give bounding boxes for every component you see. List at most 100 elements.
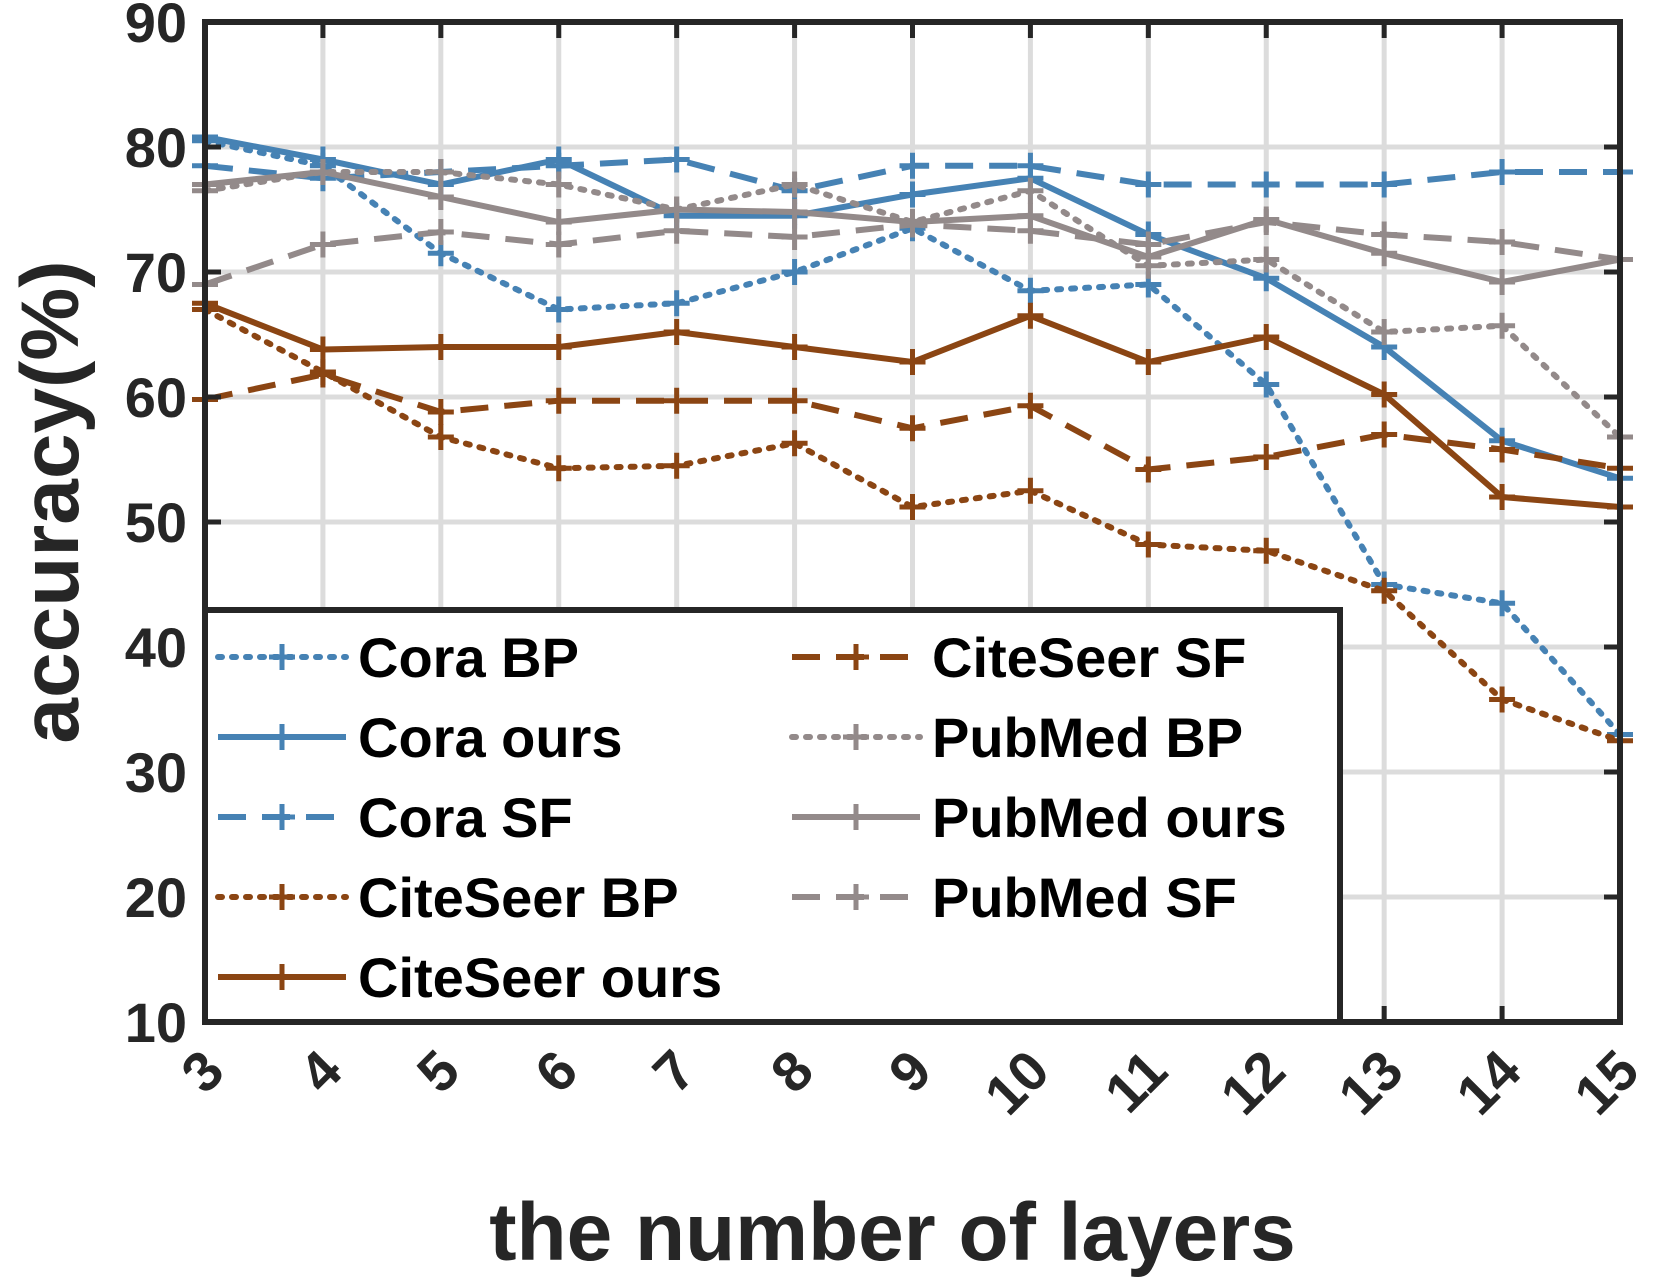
data-point bbox=[1017, 177, 1044, 204]
data-point bbox=[1017, 477, 1044, 504]
legend-swatch-marker bbox=[843, 724, 869, 750]
x-tick-label: 10 bbox=[972, 1038, 1061, 1127]
legend-label: Cora SF bbox=[358, 786, 573, 849]
y-tick-label: 80 bbox=[125, 116, 187, 179]
legend-entry: PubMed SF bbox=[792, 866, 1237, 929]
series bbox=[192, 361, 1633, 483]
legend-swatch-marker bbox=[269, 644, 295, 670]
legend-label: CiteSeer ours bbox=[358, 946, 722, 1009]
data-point bbox=[1253, 246, 1280, 273]
x-tick-label: 8 bbox=[758, 1038, 825, 1105]
data-point bbox=[545, 455, 572, 482]
data-point bbox=[663, 146, 690, 173]
data-point bbox=[1017, 217, 1044, 244]
data-point bbox=[545, 296, 572, 323]
data-point bbox=[899, 181, 926, 208]
data-point bbox=[1253, 209, 1280, 235]
legend-swatch-marker bbox=[269, 884, 295, 910]
plot-series bbox=[192, 124, 1633, 754]
y-tick-label: 10 bbox=[125, 991, 187, 1054]
legend-swatch-marker bbox=[269, 724, 295, 750]
legend-entry: CiteSeer BP bbox=[215, 866, 679, 929]
y-tick-label: 30 bbox=[125, 741, 187, 804]
legend-entry: Cora SF bbox=[218, 786, 573, 849]
x-tick-label: 4 bbox=[287, 1038, 354, 1105]
x-tick-label: 5 bbox=[405, 1038, 472, 1105]
x-tick-label: 7 bbox=[641, 1038, 708, 1105]
y-axis-title: accuracy(%) bbox=[5, 260, 96, 743]
legend-label: PubMed BP bbox=[932, 706, 1243, 769]
data-point bbox=[309, 361, 336, 388]
y-tick-label: 60 bbox=[125, 366, 187, 429]
y-tick-label: 50 bbox=[125, 491, 187, 554]
legend-box bbox=[202, 607, 1343, 1025]
data-point bbox=[1253, 371, 1280, 398]
x-axis-title: the number of layers bbox=[489, 1187, 1296, 1278]
data-point bbox=[309, 159, 336, 185]
legend-label: Cora BP bbox=[358, 626, 579, 689]
legend-entry: CiteSeer SF bbox=[792, 626, 1246, 689]
legend-label: PubMed ours bbox=[932, 786, 1287, 849]
data-point bbox=[1371, 421, 1398, 448]
data-point bbox=[309, 336, 336, 363]
data-point bbox=[1017, 152, 1044, 179]
data-point bbox=[1489, 229, 1516, 255]
data-point bbox=[1489, 686, 1516, 713]
data-point bbox=[781, 171, 808, 198]
data-point bbox=[1371, 171, 1398, 198]
data-point bbox=[899, 152, 926, 179]
series bbox=[192, 290, 1633, 520]
data-point bbox=[1371, 577, 1398, 604]
x-tick-labels: 3 4 5 6 7 8 9 10 11 12 13 14 15 bbox=[169, 1038, 1651, 1127]
data-point bbox=[1253, 537, 1280, 564]
data-point bbox=[899, 415, 926, 442]
x-tick-label: 9 bbox=[876, 1038, 943, 1105]
data-point bbox=[427, 159, 454, 185]
data-point bbox=[1253, 444, 1280, 470]
data-point bbox=[427, 184, 454, 210]
legend-swatch-marker bbox=[269, 964, 295, 990]
data-point bbox=[663, 217, 690, 244]
legend-entry: PubMed BP bbox=[789, 706, 1243, 769]
y-tick-label: 70 bbox=[125, 241, 187, 304]
data-point bbox=[781, 430, 808, 457]
x-tick-label: 6 bbox=[523, 1038, 590, 1105]
data-point bbox=[1017, 277, 1044, 304]
data-point bbox=[781, 199, 808, 225]
x-tick-label: 11 bbox=[1092, 1038, 1178, 1124]
data-point bbox=[781, 387, 808, 414]
data-point bbox=[1371, 381, 1398, 408]
x-tick-label: 12 bbox=[1208, 1038, 1297, 1127]
legend-entry: Cora BP bbox=[215, 626, 579, 689]
legend-swatch-marker bbox=[843, 644, 869, 670]
data-point bbox=[1017, 302, 1044, 329]
data-point bbox=[545, 387, 572, 414]
data-point bbox=[781, 224, 808, 250]
y-tick-labels: 10 20 30 40 50 60 70 80 90 bbox=[125, 0, 187, 1054]
data-point bbox=[1489, 590, 1516, 617]
data-point bbox=[663, 387, 690, 414]
data-point bbox=[545, 171, 572, 198]
y-tick-label: 20 bbox=[125, 866, 187, 929]
data-point bbox=[427, 399, 454, 425]
y-tick-label: 40 bbox=[125, 616, 187, 679]
legend-label: PubMed SF bbox=[932, 866, 1237, 929]
data-point bbox=[663, 452, 690, 479]
data-point bbox=[899, 494, 926, 520]
data-point bbox=[1371, 319, 1398, 345]
legend: Cora BP Cora ours Cora SF CiteSeer BP CiteSe… bbox=[202, 607, 1343, 1025]
data-point bbox=[1489, 312, 1516, 339]
data-point bbox=[1489, 159, 1516, 185]
data-point bbox=[899, 211, 926, 238]
data-point bbox=[545, 334, 572, 360]
legend-label: CiteSeer SF bbox=[932, 626, 1246, 689]
x-tick-label: 14 bbox=[1444, 1038, 1533, 1127]
x-tick-label: 13 bbox=[1326, 1038, 1415, 1127]
data-point bbox=[1489, 436, 1516, 463]
data-point bbox=[663, 290, 690, 317]
data-point bbox=[427, 424, 454, 450]
data-point bbox=[1135, 456, 1162, 483]
data-point bbox=[1253, 171, 1280, 198]
data-point bbox=[1371, 221, 1398, 248]
